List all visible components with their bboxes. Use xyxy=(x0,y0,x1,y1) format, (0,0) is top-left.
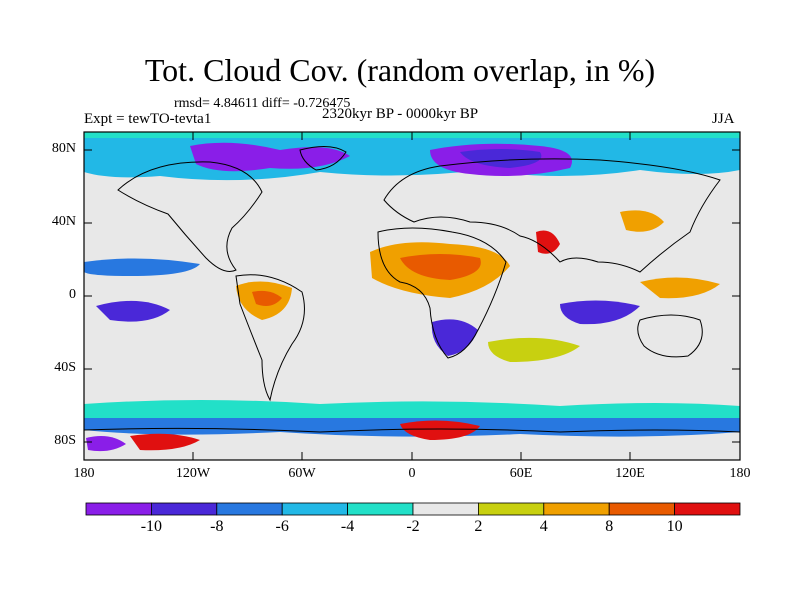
north-america-coast xyxy=(117,161,263,272)
colorbar-swatch xyxy=(477,502,545,516)
pacific-equatorial-negative xyxy=(84,258,200,276)
sahel-strong xyxy=(400,254,481,280)
amazon-strong xyxy=(252,290,282,306)
antarctic-west-positive xyxy=(130,433,200,451)
eurasia-coast xyxy=(383,158,721,273)
lon-label-180w: 180 xyxy=(73,466,95,481)
colorbar-label: -4 xyxy=(340,518,355,535)
colorbar-label: 10 xyxy=(666,518,683,535)
colorbar-label: -6 xyxy=(275,518,289,535)
period-label: 2320kyr BP - 0000kyr BP xyxy=(322,106,479,122)
south-indian-positive xyxy=(488,337,580,362)
map-title: Tot. Cloud Cov. (random overlap, in %) xyxy=(144,52,656,88)
lat-label-80n: 80N xyxy=(51,141,76,156)
season-label: JJA xyxy=(712,111,735,127)
lon-label-60w: 60W xyxy=(288,466,316,481)
greenland-negative xyxy=(190,142,350,172)
arabia-positive xyxy=(536,230,560,254)
indian-ocean-negative xyxy=(560,300,640,325)
stats-label: rmsd= 4.84611 diff= -0.726475 xyxy=(174,96,351,111)
south-pacific-negative xyxy=(96,300,170,322)
colorbar-swatch xyxy=(150,502,218,516)
colorbar-swatch xyxy=(412,502,479,516)
lon-ticks xyxy=(83,132,741,460)
australia-coast xyxy=(637,314,703,358)
asia-east-positive xyxy=(620,210,664,232)
lat-ticks xyxy=(84,149,740,443)
lat-label-0: 0 xyxy=(69,287,76,302)
colorbar-swatch xyxy=(347,502,414,516)
antarctic-purple xyxy=(86,436,126,452)
experiment-label: Expt = tewTO-tevta1 xyxy=(84,111,212,127)
lon-label-0: 0 xyxy=(408,466,416,481)
lon-label-120e: 120E xyxy=(615,466,645,481)
colorbar-swatch xyxy=(543,502,610,516)
colorbar-label: 8 xyxy=(605,518,614,535)
south-america-coast xyxy=(235,274,305,402)
lat-label-40s: 40S xyxy=(54,360,76,375)
anomaly-field xyxy=(84,132,740,460)
africa-coast xyxy=(377,227,507,359)
colorbar-label: -2 xyxy=(406,518,420,535)
lat-label-40n: 40N xyxy=(51,214,76,229)
lat-label-80s: 80S xyxy=(54,433,76,448)
antarctic-positive xyxy=(400,420,480,440)
colorbar-label: 2 xyxy=(474,518,483,535)
greenland-coast xyxy=(299,146,347,171)
lon-label-60e: 60E xyxy=(509,466,533,481)
lon-label-180e: 180 xyxy=(729,466,751,481)
colorbar-swatch xyxy=(674,502,741,516)
siberia-inner xyxy=(460,149,542,168)
antarctica-coast xyxy=(83,427,741,433)
colorbar-swatch xyxy=(216,502,283,516)
colorbar-swatch xyxy=(281,502,349,516)
southern-ocean-teal xyxy=(84,400,740,418)
colorbar-label: 4 xyxy=(539,518,548,535)
west-pacific-positive xyxy=(640,277,720,299)
colorbar-swatch xyxy=(85,502,152,516)
colorbar-label: -8 xyxy=(210,518,224,535)
colorbar-swatch xyxy=(608,502,676,516)
colorbar-label: -10 xyxy=(140,518,163,535)
lon-label-120w: 120W xyxy=(175,466,211,481)
coastlines xyxy=(83,146,741,433)
colorbar xyxy=(85,502,741,516)
